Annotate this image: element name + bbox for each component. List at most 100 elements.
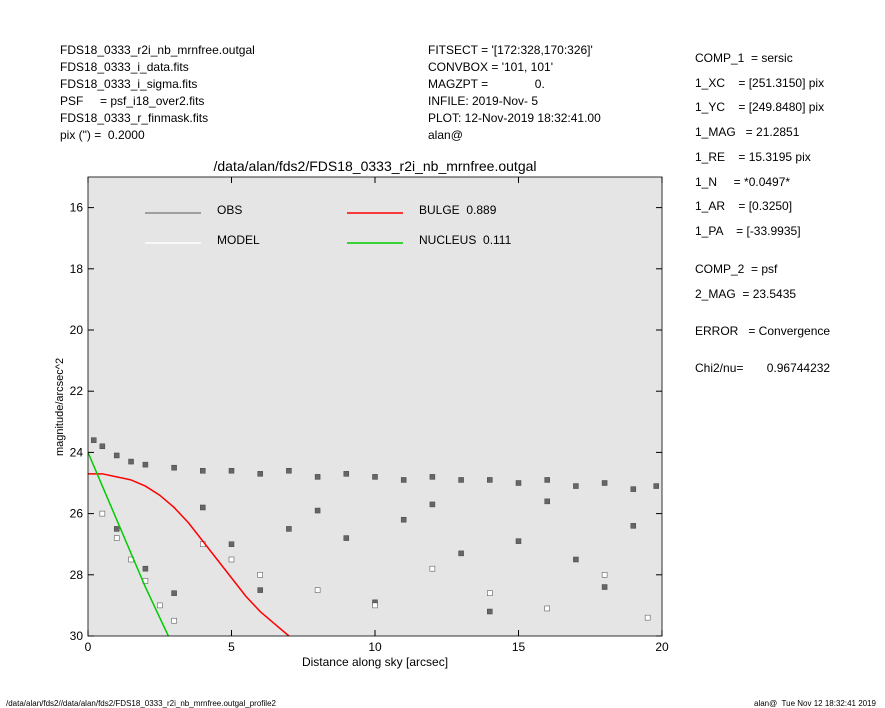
data-point xyxy=(113,452,120,459)
header-right-line: 2_MAG = 23.5435 xyxy=(695,287,796,301)
y-tick-label: 18 xyxy=(70,262,84,276)
header-left-line: pix (") = 0.2000 xyxy=(60,128,145,142)
data-point xyxy=(171,464,177,471)
data-point xyxy=(228,541,235,547)
plot-area xyxy=(88,177,662,636)
legend-label: OBS xyxy=(217,203,242,217)
header-right-line: Chi2/nu= 0.96744232 xyxy=(695,361,830,375)
data-point xyxy=(515,480,522,486)
y-tick-label: 16 xyxy=(70,201,84,215)
y-tick-label: 30 xyxy=(70,629,84,643)
data-point xyxy=(644,614,651,621)
data-point xyxy=(286,526,292,532)
data-point xyxy=(257,572,263,578)
data-point xyxy=(314,474,321,480)
header-right-line: 1_MAG = 21.2851 xyxy=(695,125,800,139)
header-left-line: PSF = psf_i18_over2.fits xyxy=(60,94,204,108)
data-point xyxy=(601,480,608,486)
header-right-line: 1_YC = [249.8480] pix xyxy=(695,100,824,114)
data-point xyxy=(653,483,660,489)
data-point xyxy=(128,458,134,465)
data-point xyxy=(257,471,263,477)
data-point xyxy=(113,535,120,541)
data-point xyxy=(228,556,235,563)
header-right-line: 1_RE = 15.3195 pix xyxy=(695,150,811,164)
data-point xyxy=(487,608,493,615)
data-point xyxy=(228,468,235,474)
header-mid-line: FITSECT = '[172:328,170:326]' xyxy=(428,43,593,57)
data-point xyxy=(171,617,177,624)
y-tick-label: 22 xyxy=(70,384,84,398)
data-point xyxy=(142,565,149,572)
data-point xyxy=(601,584,608,590)
header-right-line: 1_AR = [0.3250] xyxy=(695,199,792,213)
y-tick-label: 20 xyxy=(70,323,84,337)
data-point xyxy=(90,437,97,443)
data-point xyxy=(400,477,407,483)
data-point xyxy=(286,468,292,474)
x-tick-label: 5 xyxy=(228,640,235,654)
x-axis-label: Distance along sky [arcsec] xyxy=(302,655,448,669)
y-tick-label: 24 xyxy=(70,445,84,459)
footer-left: /data/alan/fds2//data/alan/fds2/FDS18_03… xyxy=(6,699,277,708)
header-right-line: COMP_1 = sersic xyxy=(695,51,793,65)
data-point xyxy=(400,516,407,523)
data-point xyxy=(544,498,550,505)
data-point xyxy=(601,572,608,578)
data-point xyxy=(487,590,493,596)
data-point xyxy=(314,587,321,593)
x-tick-label: 20 xyxy=(655,640,669,654)
header-right-line: ERROR = Convergence xyxy=(695,324,830,338)
x-tick-label: 15 xyxy=(512,640,526,654)
header-mid-line: alan@ xyxy=(428,128,463,142)
data-point xyxy=(573,556,579,563)
y-axis-label: magnitude/arcsec^2 xyxy=(54,358,66,456)
header-mid-line: CONVBOX = '101, 101' xyxy=(428,60,553,74)
data-point xyxy=(171,590,177,596)
data-point xyxy=(458,477,464,483)
data-point xyxy=(157,602,163,609)
data-point xyxy=(429,501,436,508)
data-point xyxy=(113,526,120,532)
header-left-line: FDS18_0333_r2i_nb_mrnfree.outgal xyxy=(60,43,255,57)
data-point xyxy=(99,510,106,517)
data-point xyxy=(200,504,206,511)
data-point xyxy=(257,587,263,593)
legend-label: MODEL xyxy=(217,233,260,247)
data-point xyxy=(142,461,149,468)
data-point xyxy=(99,443,106,450)
model-line xyxy=(88,473,290,636)
footer-right: alan@ Tue Nov 12 18:32:41 2019 xyxy=(754,699,877,708)
x-tick-label: 10 xyxy=(368,640,382,654)
data-point xyxy=(487,477,493,483)
header-right-line: COMP_2 = psf xyxy=(695,262,778,276)
legend-label: NUCLEUS 0.111 xyxy=(419,233,512,247)
data-point xyxy=(630,523,637,529)
plot-marks xyxy=(88,437,660,636)
y-tick-label: 28 xyxy=(70,568,84,582)
header-left-line: FDS18_0333_r_finmask.fits xyxy=(60,111,208,125)
data-point xyxy=(458,550,464,557)
header-right-line: 1_PA = [-33.9935] xyxy=(695,224,801,238)
data-point xyxy=(630,486,637,492)
header-right-line: 1_N = *0.0497* xyxy=(695,175,790,189)
data-point xyxy=(544,477,550,483)
legend-label: BULGE 0.889 xyxy=(419,203,497,217)
y-tick-label: 26 xyxy=(70,507,84,521)
data-point xyxy=(343,535,350,541)
chart-title: /data/alan/fds2/FDS18_0333_r2i_nb_mrnfre… xyxy=(214,158,537,174)
data-point xyxy=(200,468,206,474)
header-left-line: FDS18_0333_i_sigma.fits xyxy=(60,77,197,91)
data-point xyxy=(429,565,436,572)
header-mid-line: INFILE: 2019-Nov- 5 xyxy=(428,94,538,108)
data-point xyxy=(372,602,378,609)
data-point xyxy=(573,483,579,489)
data-point xyxy=(515,538,522,544)
x-tick-label: 0 xyxy=(85,640,92,654)
data-point xyxy=(372,474,378,480)
data-point xyxy=(314,507,321,514)
header-mid-line: PLOT: 12-Nov-2019 18:32:41.00 xyxy=(428,111,601,125)
header-right-line: 1_XC = [251.3150] pix xyxy=(695,76,824,90)
data-point xyxy=(544,605,550,612)
